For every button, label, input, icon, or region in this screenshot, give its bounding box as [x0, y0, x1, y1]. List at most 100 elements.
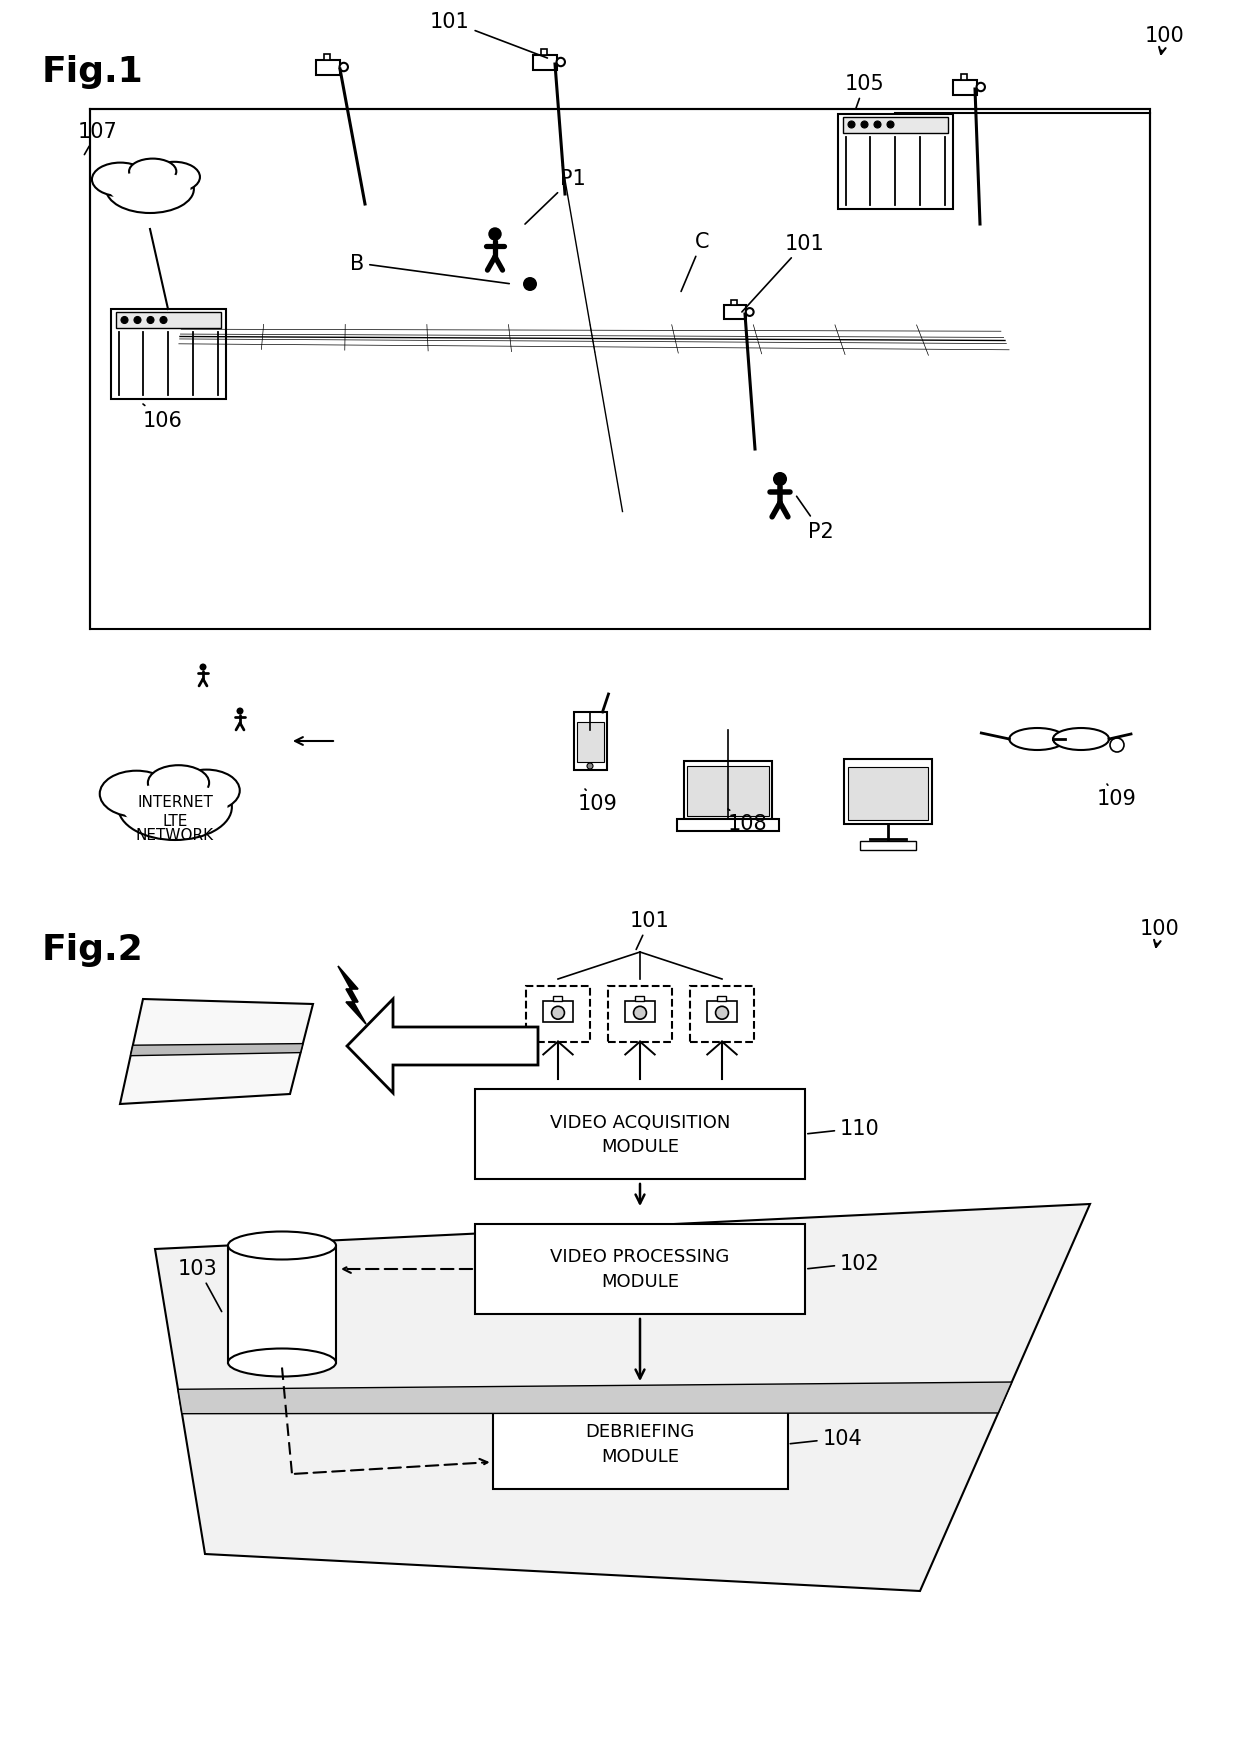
Bar	[115, 313, 221, 329]
Bar	[961, 75, 967, 80]
Bar	[684, 762, 773, 819]
Circle shape	[715, 1007, 728, 1019]
Bar	[842, 118, 947, 134]
Bar	[625, 1002, 655, 1023]
Text: Fig.1: Fig.1	[42, 56, 144, 89]
Text: 110: 110	[807, 1118, 879, 1139]
Bar	[475, 1224, 805, 1315]
Text: 109: 109	[578, 790, 618, 814]
Text: 103: 103	[179, 1259, 222, 1311]
Text: INTERNET: INTERNET	[138, 795, 213, 810]
Ellipse shape	[92, 163, 149, 197]
Bar	[324, 56, 330, 61]
Circle shape	[523, 278, 537, 292]
Bar	[577, 723, 604, 763]
Text: 102: 102	[807, 1254, 879, 1273]
Ellipse shape	[174, 770, 239, 812]
Circle shape	[1110, 739, 1123, 753]
Bar	[707, 1002, 737, 1023]
Text: C: C	[681, 231, 709, 292]
Bar	[475, 1089, 805, 1179]
Bar	[687, 767, 769, 817]
Circle shape	[489, 228, 502, 242]
Ellipse shape	[1053, 729, 1109, 751]
Bar	[717, 996, 727, 1002]
Text: Fig.2: Fig.2	[42, 932, 144, 967]
Bar	[526, 986, 590, 1042]
Ellipse shape	[228, 1231, 336, 1259]
Text: VIDEO PROCESSING
MODULE: VIDEO PROCESSING MODULE	[551, 1249, 729, 1290]
Text: 106: 106	[143, 405, 182, 431]
Bar	[677, 819, 779, 831]
Circle shape	[200, 664, 207, 671]
Bar	[543, 1002, 573, 1023]
Circle shape	[861, 122, 868, 129]
Text: NETWORK: NETWORK	[136, 828, 215, 843]
Text: 100: 100	[1145, 26, 1184, 56]
FancyBboxPatch shape	[316, 61, 340, 75]
Bar	[848, 767, 928, 821]
Text: B: B	[350, 254, 510, 285]
Circle shape	[557, 59, 565, 68]
Text: 101: 101	[630, 911, 670, 949]
Polygon shape	[130, 1043, 303, 1056]
Text: LTE: LTE	[162, 814, 187, 830]
Circle shape	[887, 122, 894, 129]
Polygon shape	[120, 1000, 312, 1104]
Circle shape	[587, 763, 593, 770]
Text: 100: 100	[1140, 918, 1179, 948]
Bar	[689, 986, 754, 1042]
Circle shape	[237, 708, 243, 715]
Ellipse shape	[107, 165, 193, 214]
Bar	[574, 713, 606, 770]
Ellipse shape	[148, 765, 210, 802]
Bar	[844, 760, 932, 824]
Bar	[837, 115, 952, 209]
Circle shape	[977, 83, 985, 92]
Polygon shape	[347, 1000, 538, 1094]
Ellipse shape	[123, 783, 227, 833]
Circle shape	[634, 1007, 646, 1019]
Ellipse shape	[118, 774, 232, 840]
Circle shape	[874, 122, 880, 129]
Bar	[635, 996, 645, 1002]
Circle shape	[848, 122, 856, 129]
FancyBboxPatch shape	[724, 306, 746, 320]
Circle shape	[745, 310, 754, 316]
Bar	[861, 842, 916, 850]
Circle shape	[148, 316, 154, 323]
Ellipse shape	[99, 772, 174, 817]
Circle shape	[160, 316, 167, 323]
Circle shape	[134, 316, 141, 323]
Text: 105: 105	[844, 75, 885, 110]
Bar	[732, 301, 737, 306]
Text: 107: 107	[78, 122, 118, 155]
Bar	[91, 110, 1149, 630]
Text: 108: 108	[728, 810, 768, 833]
Circle shape	[552, 1007, 564, 1019]
Bar	[228, 1245, 336, 1363]
Polygon shape	[179, 1383, 1012, 1414]
Bar	[492, 1400, 787, 1489]
Text: 101: 101	[742, 233, 825, 313]
Ellipse shape	[228, 1349, 336, 1377]
Ellipse shape	[129, 160, 176, 184]
Text: 101: 101	[430, 12, 547, 59]
Bar	[608, 986, 672, 1042]
Bar	[110, 310, 226, 400]
Text: P1: P1	[525, 169, 585, 224]
Text: 104: 104	[790, 1428, 862, 1449]
Bar	[553, 996, 562, 1002]
Ellipse shape	[149, 163, 200, 193]
Ellipse shape	[1009, 729, 1065, 751]
Text: VIDEO ACQUISITION
MODULE: VIDEO ACQUISITION MODULE	[549, 1113, 730, 1156]
Circle shape	[773, 473, 787, 487]
FancyBboxPatch shape	[954, 80, 977, 96]
Text: P2: P2	[796, 497, 833, 541]
Text: DEBRIEFING
MODULE: DEBRIEFING MODULE	[585, 1423, 694, 1466]
Circle shape	[122, 316, 128, 323]
Text: 109: 109	[1097, 784, 1137, 809]
Polygon shape	[339, 967, 366, 1024]
Bar	[541, 50, 547, 56]
FancyBboxPatch shape	[533, 56, 557, 71]
